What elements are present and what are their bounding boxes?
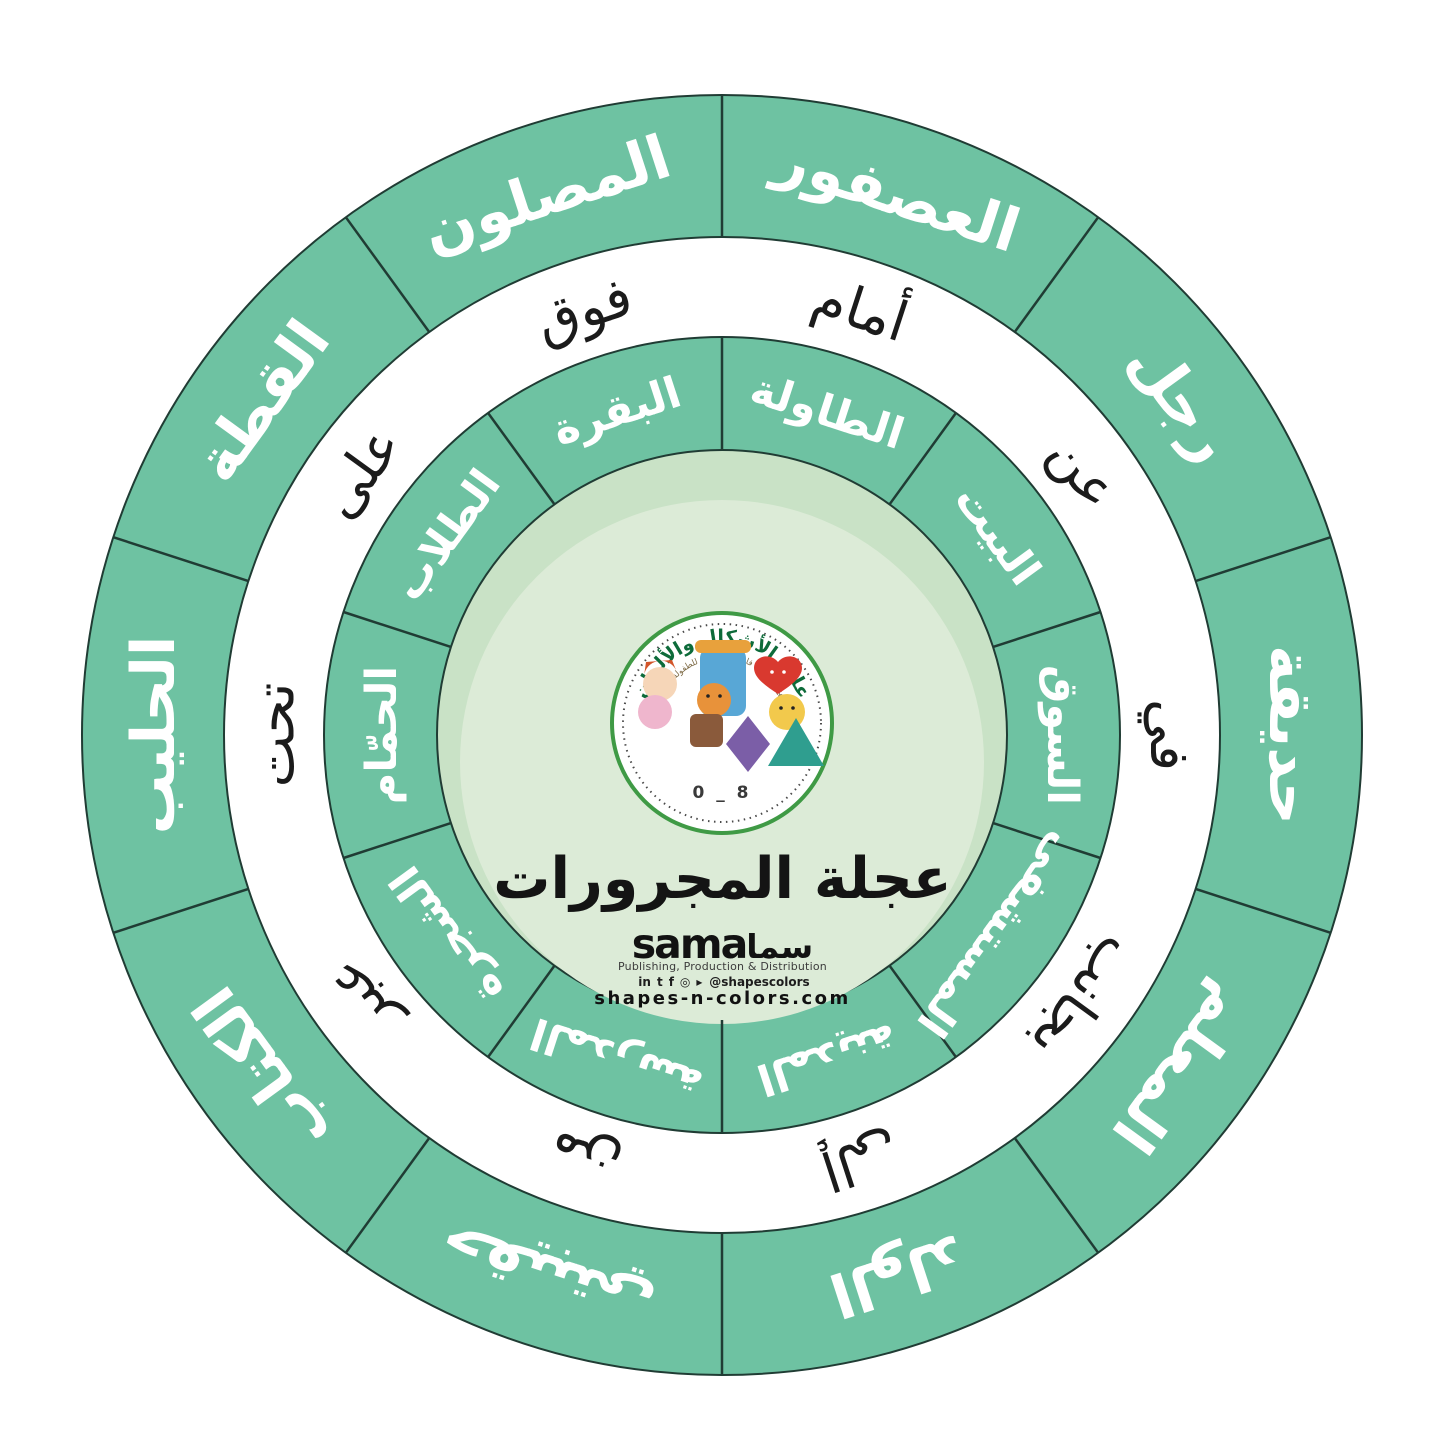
segment-divider-line <box>1013 216 1100 333</box>
badge-scallop-border <box>622 623 822 823</box>
youtube-icon: ▸ <box>696 975 703 989</box>
segment-divider-line <box>487 964 556 1058</box>
outer-ring-word: الحليب <box>119 636 189 835</box>
segment-divider-line <box>344 1137 431 1254</box>
segment-divider-line <box>344 216 431 333</box>
segment-divider-line <box>1013 1137 1100 1254</box>
characters-illustration <box>638 640 824 772</box>
segment-divider-line <box>888 964 957 1058</box>
segment-divider-line <box>343 821 452 860</box>
linkedin-icon: in <box>638 975 651 989</box>
inner-ring-word: الحمّام <box>357 666 407 804</box>
social-handle: @shapescolors <box>709 975 810 989</box>
segment-divider-line <box>992 821 1101 860</box>
inner-ring-word: السوق <box>1037 665 1087 805</box>
publisher-logo: samaسما <box>0 924 1445 965</box>
social-icons-row: in t f ◎ ▸ @shapescolors <box>0 976 1445 988</box>
website-url: shapes-n-colors.com <box>594 988 851 1009</box>
social-icons: in t f ◎ ▸ <box>635 975 705 989</box>
publisher-tagline: Publishing, Production & Distribution <box>618 960 827 973</box>
segment-divider-line <box>888 412 957 506</box>
outer-ring-word: حديقة <box>1255 645 1325 825</box>
segment-dividers <box>112 95 1332 1375</box>
middle-ring-word: تحت <box>242 683 306 788</box>
publisher-logo-arabic: سما <box>746 927 814 966</box>
facebook-icon: f <box>668 975 674 989</box>
segment-divider-line <box>1195 536 1332 583</box>
segment-divider-line <box>343 610 452 649</box>
segment-divider-line <box>112 887 249 934</box>
twitter-icon: t <box>656 975 663 989</box>
segment-divider-line <box>112 536 249 583</box>
instagram-icon: ◎ <box>679 975 691 989</box>
wheel-title: عجلة المجرورات <box>493 846 952 912</box>
segment-divider-line <box>992 610 1101 649</box>
segment-divider-line <box>487 412 556 506</box>
badge-age-range: 0 _ 8 <box>693 783 752 803</box>
publisher-logo-latin: sama <box>631 920 748 968</box>
middle-ring-word: في <box>1137 699 1202 771</box>
brand-badge: عالم الأشكال والألوان منهج الدكتورة فاطم… <box>610 611 834 835</box>
segment-divider-line <box>1195 887 1332 934</box>
